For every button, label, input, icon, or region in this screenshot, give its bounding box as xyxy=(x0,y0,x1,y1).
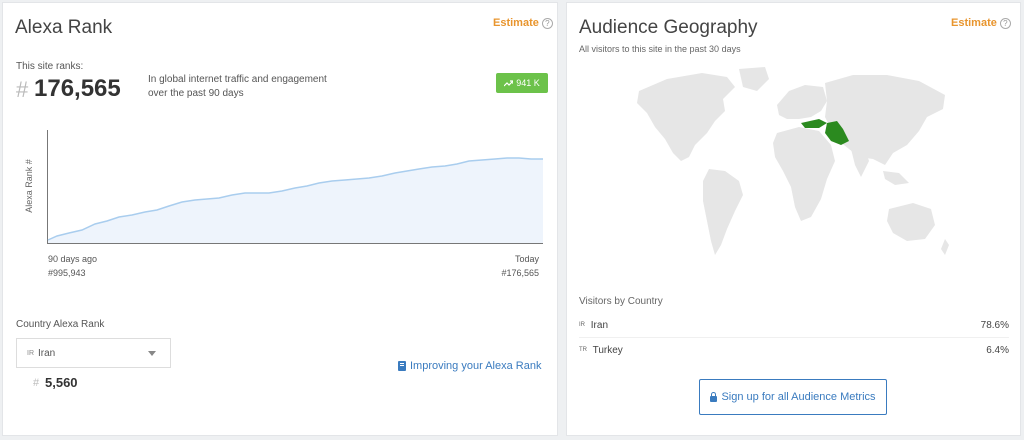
map-north-america xyxy=(637,73,735,161)
improve-rank-link-text: Improving your Alexa Rank xyxy=(410,360,542,372)
alexa-rank-title: Alexa Rank xyxy=(15,17,113,38)
country-percent: 6.4% xyxy=(986,345,1009,356)
chart-end-date: Today xyxy=(514,254,539,264)
country-percent: 78.6% xyxy=(980,320,1009,331)
country-name-cell: TR Turkey xyxy=(579,345,623,356)
chart-start-rank: #995,943 xyxy=(48,268,86,278)
audience-geography-title: Audience Geography xyxy=(579,17,758,38)
country-name: Turkey xyxy=(592,345,623,356)
global-rank-value: 176,565 xyxy=(34,75,121,102)
signup-audience-metrics-button[interactable]: Sign up for all Audience Metrics xyxy=(699,379,887,415)
estimate-label[interactable]: Estimate ? xyxy=(493,17,553,29)
chevron-down-icon xyxy=(148,351,156,356)
estimate-text: Estimate xyxy=(493,17,539,29)
improve-rank-link[interactable]: Improving your Alexa Rank xyxy=(398,360,541,372)
audience-geography-card: Audience Geography Estimate ? All visito… xyxy=(566,2,1021,436)
country-row: TR Turkey 6.4% xyxy=(579,345,1009,356)
chart-start-label: 90 days ago #995,943 xyxy=(48,252,97,280)
estimate-label[interactable]: Estimate ? xyxy=(951,17,1011,29)
map-new-zealand xyxy=(941,239,949,255)
country-row: IR Iran 78.6% xyxy=(579,320,1009,331)
audience-geography-subtitle: All visitors to this site in the past 30… xyxy=(579,44,741,54)
country-rank-hash: # xyxy=(33,377,40,389)
ranks-label: This site ranks: xyxy=(16,61,84,72)
map-southeast-asia xyxy=(883,171,909,185)
country-name: Iran xyxy=(590,320,609,331)
country-flag-icon: IR xyxy=(27,349,34,357)
map-india xyxy=(851,149,869,177)
rank-description: In global internet traffic and engagemen… xyxy=(148,74,327,99)
map-europe xyxy=(777,85,827,119)
signup-button-label: Sign up for all Audience Metrics xyxy=(721,391,876,403)
alexa-rank-card: Alexa Rank Estimate ? This site ranks: #… xyxy=(2,2,558,436)
help-icon[interactable]: ? xyxy=(999,17,1011,29)
book-icon xyxy=(398,361,406,371)
map-greenland xyxy=(739,67,769,91)
world-map xyxy=(637,67,949,255)
chart-end-rank: #176,565 xyxy=(501,268,539,278)
visitors-by-country-label: Visitors by Country xyxy=(579,296,663,307)
map-iran-highlight xyxy=(825,121,849,145)
rank-change-badge: 941 K xyxy=(496,73,548,93)
chart-end-label: Today #176,565 xyxy=(501,252,539,280)
rank-trend-chart xyxy=(47,130,543,244)
estimate-text: Estimate xyxy=(951,17,997,29)
rank-trend-line xyxy=(47,157,543,241)
trend-up-icon xyxy=(504,79,514,86)
rank-trend-area xyxy=(48,158,543,243)
lock-icon xyxy=(710,391,718,402)
help-icon[interactable]: ? xyxy=(541,17,553,29)
rank-hash: # xyxy=(16,77,29,102)
country-select-value: Iran xyxy=(38,347,56,359)
country-rank-label: Country Alexa Rank xyxy=(16,319,105,330)
map-south-america xyxy=(703,169,743,255)
map-turkey-highlight xyxy=(801,119,827,128)
country-flag-icon: IR xyxy=(579,322,585,329)
map-africa xyxy=(773,127,835,221)
chart-y-axis-label: Alexa Rank # xyxy=(24,159,34,213)
rank-change-value: 941 K xyxy=(516,78,540,88)
country-name-cell: IR Iran xyxy=(579,320,608,331)
map-australia xyxy=(887,203,935,241)
country-rank-value: 5,560 xyxy=(45,375,78,390)
country-flag-icon: TR xyxy=(579,347,587,354)
chart-start-date: 90 days ago xyxy=(48,254,98,264)
country-select[interactable]: IR Iran xyxy=(16,338,171,368)
row-divider xyxy=(579,337,1009,338)
map-asia xyxy=(825,75,945,165)
